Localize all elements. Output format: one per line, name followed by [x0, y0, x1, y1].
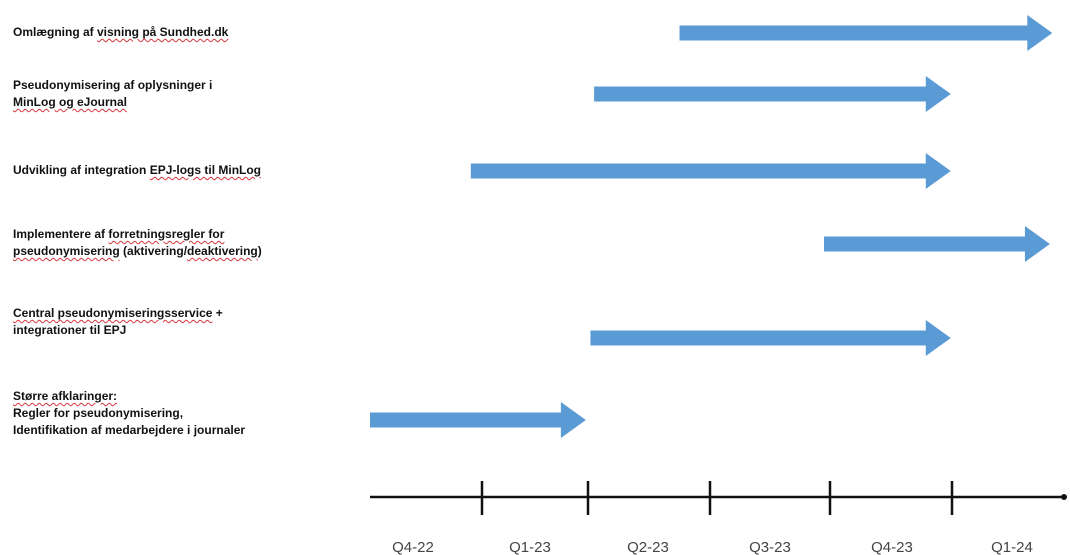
label-text: + [212, 306, 223, 320]
quarter-label: Q1-23 [509, 539, 551, 555]
time-axis: Q4-22 Q1-23 Q2-23 Q3-23 Q4-23 Q1-24 [370, 481, 1067, 555]
timeline-arrow-forretningsregler [824, 226, 1050, 262]
task-label-line: Central pseudonymiseringsservice + [13, 305, 358, 322]
task-label-line: Regler for pseudonymisering, [13, 405, 358, 422]
label-text: Identifikation af medarbejdere i journal… [13, 423, 246, 437]
label-text: Regler for pseudonymisering, [13, 406, 184, 420]
timeline-arrow-pseudonymisering-oplysninger [594, 76, 951, 112]
task-label-line: Omlægning af visning på Sundhed.dk [13, 24, 358, 41]
underlined-term: visning på Sundhed.dk [97, 25, 229, 39]
axis-end-dot [1061, 494, 1067, 500]
task-label-central-service: Central pseudonymiseringsservice + integr… [13, 305, 358, 339]
timeline-arrow-central-service [590, 320, 951, 356]
label-text: Pseudonymisering af oplysninger i [13, 78, 213, 92]
label-text: ) [257, 244, 262, 258]
quarter-label: Q1-24 [991, 539, 1033, 555]
task-label-line: Udvikling af integration EPJ-logs til Mi… [13, 162, 358, 179]
task-label-afklaringer: Større afklaringer: Regler for pseudonymi… [13, 388, 358, 439]
task-label-line: Implementere af forretningsregler for [13, 226, 358, 243]
quarter-label: Q4-22 [392, 539, 434, 555]
underlined-term: forretningsregler for [108, 227, 225, 241]
task-label-line: integrationer til EPJ [13, 322, 358, 339]
task-label-line: Pseudonymisering af oplysninger i [13, 77, 358, 94]
timeline-arrow-epj-integration [470, 153, 951, 189]
timeline-arrow-afklaringer [370, 402, 586, 438]
task-label-omlaegning: Omlægning af visning på Sundhed.dk [13, 24, 358, 41]
underlined-term: pseudonymisering [13, 244, 120, 258]
task-label-line: MinLog og eJournal [13, 94, 358, 111]
task-label-line: Identifikation af medarbejdere i journal… [13, 422, 358, 439]
task-label-line: pseudonymisering (aktivering/deaktiverin… [13, 243, 358, 260]
underlined-term: deaktivering [187, 244, 258, 258]
label-text: Implementere af [13, 227, 109, 241]
label-text: Omlægning af [13, 25, 97, 39]
quarter-label: Q3-23 [749, 539, 791, 555]
label-text: integrationer til EPJ [13, 323, 127, 337]
underlined-term: EPJ-logs til MinLog [149, 163, 262, 177]
label-text: (aktivering/ [119, 244, 188, 258]
task-arrows [370, 15, 1053, 438]
task-label-pseudonymisering-oplysninger: Pseudonymisering af oplysninger i MinLog … [13, 77, 358, 111]
timeline-arrow-omlaegning [679, 15, 1053, 51]
label-text: Udvikling af integration [13, 163, 150, 177]
underlined-term: Central pseudonymiseringsservice [13, 306, 213, 320]
task-label-line: Større afklaringer: [13, 388, 358, 405]
underlined-term: Større afklaringer: [13, 389, 118, 403]
quarter-label: Q4-23 [871, 539, 913, 555]
task-label-epj-integration: Udvikling af integration EPJ-logs til Mi… [13, 162, 358, 179]
task-label-forretningsregler: Implementere af forretningsregler for pse… [13, 226, 358, 260]
underlined-term: MinLog og eJournal [13, 95, 127, 109]
quarter-label: Q2-23 [627, 539, 669, 555]
